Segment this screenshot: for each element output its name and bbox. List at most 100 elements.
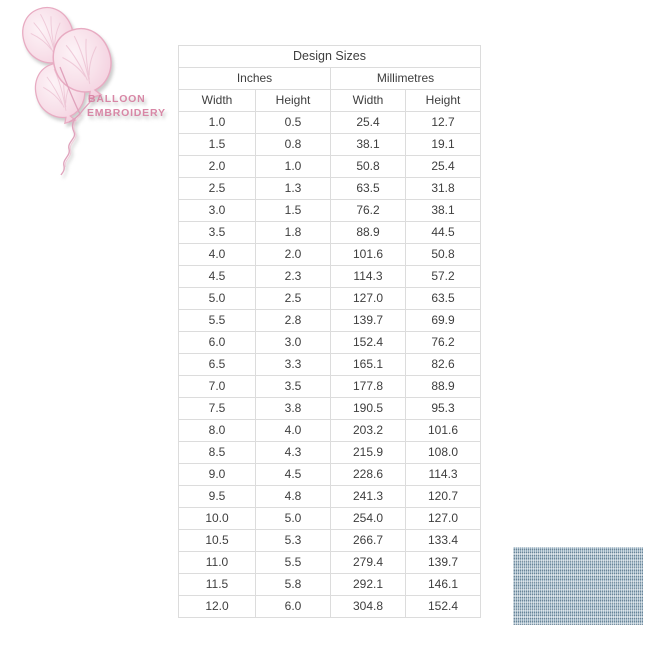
table-cell: 88.9 — [404, 375, 482, 398]
table-cell: 12.0 — [178, 595, 256, 618]
table-row: 1.5 0.8 38.1 19.1 — [178, 133, 482, 156]
balloon-strings — [59, 66, 95, 176]
table-cell: 5.0 — [255, 507, 331, 530]
table-cell: 5.5 — [255, 551, 331, 574]
design-sizes-table: Design Sizes Inches Millimetres Width He… — [177, 45, 482, 618]
col-header-width-mm: Width — [330, 89, 406, 112]
table-title: Design Sizes — [177, 45, 482, 68]
table-cell: 8.0 — [178, 419, 256, 442]
table-cell: 101.6 — [404, 419, 482, 442]
table-cell: 25.4 — [404, 155, 482, 178]
table-cell: 50.8 — [330, 155, 406, 178]
table-cell: 1.5 — [178, 133, 256, 156]
table-cell: 9.0 — [178, 463, 256, 486]
table-cell: 114.3 — [404, 463, 482, 486]
table-cell: 38.1 — [404, 199, 482, 222]
table-cell: 4.0 — [255, 419, 331, 442]
table-cell: 254.0 — [330, 507, 406, 530]
table-cell: 76.2 — [330, 199, 406, 222]
table-cell: 12.7 — [404, 111, 482, 134]
table-cell: 11.0 — [178, 551, 256, 574]
table-cell: 50.8 — [404, 243, 482, 266]
table-cell: 292.1 — [330, 573, 406, 596]
table-title-row: Design Sizes — [177, 45, 482, 68]
table-row: 6.0 3.0 152.4 76.2 — [178, 331, 482, 354]
table-cell: 63.5 — [330, 177, 406, 200]
table-cell: 1.0 — [255, 155, 331, 178]
table-row: 10.5 5.3 266.7 133.4 — [178, 529, 482, 552]
table-cell: 114.3 — [330, 265, 406, 288]
table-row: 1.0 0.5 25.4 12.7 — [178, 111, 482, 134]
table-row: 11.0 5.5 279.4 139.7 — [178, 551, 482, 574]
table-row: 2.0 1.0 50.8 25.4 — [178, 155, 482, 178]
logo-text-line1: BALLOON — [88, 93, 146, 105]
group-header-millimetres: Millimetres — [329, 67, 482, 90]
table-cell: 133.4 — [404, 529, 482, 552]
table-column-header-row: Width Height Width Height — [178, 89, 482, 112]
table-row: 3.5 1.8 88.9 44.5 — [178, 221, 482, 244]
table-cell: 101.6 — [330, 243, 406, 266]
col-header-height-inches: Height — [255, 89, 331, 112]
table-cell: 139.7 — [404, 551, 482, 574]
table-cell: 127.0 — [404, 507, 482, 530]
table-cell: 3.3 — [255, 353, 331, 376]
logo-text-line2: EMBROIDERY — [87, 107, 166, 119]
table-cell: 152.4 — [404, 595, 482, 618]
table-row: 6.5 3.3 165.1 82.6 — [178, 353, 482, 376]
table-cell: 63.5 — [404, 287, 482, 310]
table-row: 10.0 5.0 254.0 127.0 — [178, 507, 482, 530]
table-cell: 8.5 — [178, 441, 256, 464]
table-cell: 57.2 — [404, 265, 482, 288]
table-cell: 5.0 — [178, 287, 256, 310]
table-cell: 0.5 — [255, 111, 331, 134]
table-cell: 10.0 — [178, 507, 256, 530]
table-cell: 1.5 — [255, 199, 331, 222]
table-cell: 76.2 — [404, 331, 482, 354]
table-cell: 25.4 — [330, 111, 406, 134]
table-cell: 19.1 — [404, 133, 482, 156]
table-cell: 120.7 — [404, 485, 482, 508]
table-cell: 5.3 — [255, 529, 331, 552]
table-row: 7.0 3.5 177.8 88.9 — [178, 375, 482, 398]
table-cell: 266.7 — [330, 529, 406, 552]
table-cell: 3.0 — [255, 331, 331, 354]
table-cell: 82.6 — [404, 353, 482, 376]
table-cell: 4.5 — [255, 463, 331, 486]
table-cell: 4.5 — [178, 265, 256, 288]
table-cell: 88.9 — [330, 221, 406, 244]
table-cell: 1.8 — [255, 221, 331, 244]
table-cell: 7.5 — [178, 397, 256, 420]
table-cell: 11.5 — [178, 573, 256, 596]
table-cell: 4.8 — [255, 485, 331, 508]
table-row: 4.5 2.3 114.3 57.2 — [178, 265, 482, 288]
table-row: 8.5 4.3 215.9 108.0 — [178, 441, 482, 464]
fabric-texture-swatch — [513, 547, 643, 625]
table-group-header-row: Inches Millimetres — [178, 67, 482, 90]
table-cell: 3.8 — [255, 397, 331, 420]
table-cell: 3.5 — [178, 221, 256, 244]
table-cell: 279.4 — [330, 551, 406, 574]
table-cell: 228.6 — [330, 463, 406, 486]
table-row: 7.5 3.8 190.5 95.3 — [178, 397, 482, 420]
table-row: 9.5 4.8 241.3 120.7 — [178, 485, 482, 508]
table-cell: 4.0 — [178, 243, 256, 266]
table-row: 11.5 5.8 292.1 146.1 — [178, 573, 482, 596]
table-cell: 2.5 — [255, 287, 331, 310]
table-row: 3.0 1.5 76.2 38.1 — [178, 199, 482, 222]
table-cell: 0.8 — [255, 133, 331, 156]
table-cell: 5.8 — [255, 573, 331, 596]
table-cell: 203.2 — [330, 419, 406, 442]
table-cell: 108.0 — [404, 441, 482, 464]
table-cell: 2.5 — [178, 177, 256, 200]
table-cell: 2.3 — [255, 265, 331, 288]
table-cell: 6.0 — [255, 595, 331, 618]
group-header-inches: Inches — [178, 67, 331, 90]
table-cell: 241.3 — [330, 485, 406, 508]
table-cell: 6.0 — [178, 331, 256, 354]
table-cell: 5.5 — [178, 309, 256, 332]
table-cell: 10.5 — [178, 529, 256, 552]
table-cell: 165.1 — [330, 353, 406, 376]
table-cell: 152.4 — [330, 331, 406, 354]
balloon-embroidery-logo: BALLOON EMBROIDERY — [14, 0, 180, 182]
